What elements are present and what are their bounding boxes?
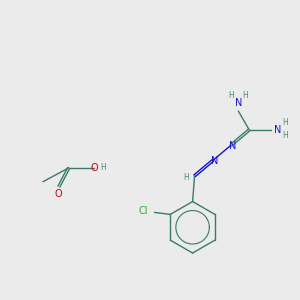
Text: H: H — [229, 91, 234, 100]
Text: Cl: Cl — [139, 206, 148, 216]
Text: N: N — [274, 125, 282, 135]
Text: H: H — [282, 118, 288, 127]
Text: O: O — [91, 163, 98, 173]
Text: H: H — [242, 91, 248, 100]
Text: O: O — [54, 189, 62, 199]
Text: H: H — [100, 163, 106, 172]
Text: H: H — [282, 131, 288, 140]
Text: H: H — [183, 173, 188, 182]
Text: N: N — [211, 157, 218, 166]
Text: N: N — [235, 98, 242, 108]
Text: N: N — [229, 141, 237, 151]
